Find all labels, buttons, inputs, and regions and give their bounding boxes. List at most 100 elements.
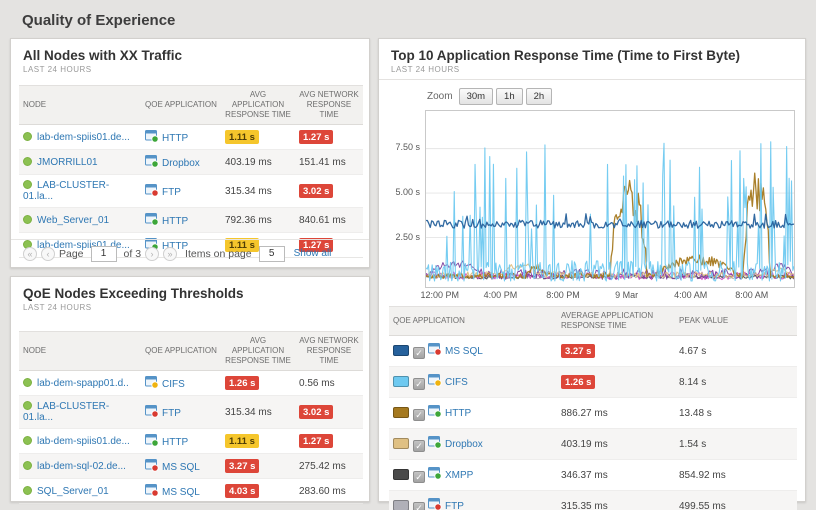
application-link[interactable]: FTP (162, 408, 181, 419)
application-window-icon (428, 405, 442, 418)
node-link[interactable]: lab-dem-sql-02.de... (37, 460, 126, 472)
application-link[interactable]: FTP (445, 501, 464, 510)
application-link[interactable]: Dropbox (445, 439, 483, 450)
avg-app-response-badge: 1.11 s (225, 238, 259, 252)
avg-app-response-value: 886.27 ms (561, 407, 608, 419)
application-link[interactable]: CIFS (445, 377, 468, 388)
application-link[interactable]: MS SQL (162, 462, 200, 473)
chart-zoom-controls: Zoom 30m 1h 2h (427, 88, 805, 105)
application-link[interactable]: Dropbox (162, 158, 200, 169)
series-color-swatch (393, 407, 409, 418)
panel-header: QoE Nodes Exceeding Thresholds LAST 24 H… (11, 277, 369, 317)
prev-page-button[interactable]: ‹ (41, 246, 55, 261)
status-badge-icon (434, 379, 442, 387)
series-visibility-checkbox[interactable]: ✓ (413, 471, 425, 483)
table-header-row: NODE QOE APPLICATION AVG APPLICATION RES… (19, 331, 363, 371)
zoom-30m-button[interactable]: 30m (458, 88, 494, 105)
table-row: ✓ Dropbox 403.19 ms 1.54 s (389, 428, 797, 460)
node-link[interactable]: Web_Server_01 (37, 214, 110, 226)
node-link[interactable]: LAB-CLUSTER-01.la... (23, 401, 110, 423)
series-visibility-checkbox[interactable]: ✓ (413, 409, 425, 421)
application-link[interactable]: MS SQL (445, 346, 483, 357)
status-badge-icon (151, 189, 159, 197)
peak-value: 1.54 s (679, 438, 707, 450)
node-link[interactable]: lab-dem-spiis01.de... (37, 435, 130, 447)
node-link[interactable]: LAB-CLUSTER-01.la... (23, 180, 110, 202)
application-window-icon (145, 434, 159, 447)
application-link[interactable]: CIFS (162, 379, 185, 390)
status-badge-icon (151, 410, 159, 418)
node-link[interactable]: lab-dem-spiis01.de... (37, 131, 130, 143)
series-color-swatch (393, 376, 409, 387)
col-node[interactable]: NODE (19, 331, 141, 371)
table-row: ✓ XMPP 346.37 ms 854.92 ms (389, 459, 797, 491)
avg-app-response-badge: 1.26 s (225, 376, 260, 390)
application-link[interactable]: HTTP (445, 408, 472, 419)
x-axis-labels: 12:00 PM 4:00 PM 8:00 PM 9 Mar 4:00 AM 8:00 A… (420, 288, 793, 302)
application-link[interactable]: HTTP (162, 133, 189, 144)
node-link[interactable]: SQL_Server_01 (37, 485, 109, 497)
col-qoe-application[interactable]: QOE APPLICATION (389, 306, 557, 336)
table-header-row: QOE APPLICATION AVERAGE APPLICATION RESP… (389, 306, 797, 336)
items-per-page-input[interactable] (258, 245, 285, 262)
status-badge-icon (151, 218, 159, 226)
panel-timespan: LAST 24 HOURS (391, 65, 460, 74)
panel-header: Top 10 Application Response Time (Time t… (379, 39, 805, 80)
application-link[interactable]: HTTP (162, 216, 189, 227)
node-status-up-icon (23, 131, 32, 141)
application-window-icon (145, 155, 159, 168)
node-link[interactable]: lab-dem-spapp01.d.. (37, 377, 129, 389)
application-window-icon (428, 467, 442, 480)
show-all-link[interactable]: Show all (293, 248, 332, 259)
series-color-swatch (393, 469, 409, 480)
series-visibility-checkbox[interactable]: ✓ (413, 502, 425, 510)
series-visibility-checkbox[interactable]: ✓ (413, 347, 425, 359)
application-link[interactable]: XMPP (445, 470, 474, 481)
col-avg-app-response[interactable]: AVG APPLICATION RESPONSE TIME (221, 331, 295, 371)
avg-net-response-value: 283.60 ms (299, 485, 346, 497)
table-row: lab-dem-spiis01.de... HTTP 1.11 s 1.27 s (19, 232, 363, 258)
status-badge-icon (434, 472, 442, 480)
application-link[interactable]: HTTP (162, 241, 189, 252)
node-link[interactable]: lab-dem-spiis01.de... (37, 239, 130, 251)
application-window-icon (428, 436, 442, 449)
col-avg-net-response[interactable]: AVG NETWORK RESPONSE TIME (295, 331, 363, 371)
series-visibility-checkbox[interactable]: ✓ (413, 378, 425, 390)
table-row: JMORRILL01 Dropbox 403.19 ms 151.41 ms (19, 149, 363, 175)
status-badge-icon (434, 410, 442, 418)
application-link[interactable]: HTTP (162, 437, 189, 448)
col-avg-net-response[interactable]: AVG NETWORK RESPONSE TIME (295, 85, 363, 125)
zoom-1h-button[interactable]: 1h (496, 88, 523, 105)
application-window-icon (145, 184, 159, 197)
chart-plot-area[interactable] (425, 110, 795, 288)
avg-app-response-value: 403.19 ms (561, 438, 608, 450)
x-axis-tick-label: 4:00 AM (674, 290, 708, 300)
avg-net-response-badge: 1.27 s (299, 434, 334, 448)
series-visibility-checkbox[interactable]: ✓ (413, 440, 425, 452)
col-qoe-application[interactable]: QOE APPLICATION (141, 85, 221, 125)
table-row: Web_Server_01 HTTP 792.36 ms 840.61 ms (19, 207, 363, 233)
table-row: LAB-CLUSTER-01.la... FTP 315.34 ms 3.02 … (19, 395, 363, 429)
last-page-button[interactable]: » (163, 246, 178, 261)
application-link[interactable]: MS SQL (162, 487, 200, 498)
col-qoe-application[interactable]: QOE APPLICATION (141, 331, 221, 371)
peak-value: 854.92 ms (679, 469, 726, 481)
zoom-2h-button[interactable]: 2h (525, 88, 553, 105)
status-badge-icon (151, 135, 159, 143)
panel-top10-response-time: Top 10 Application Response Time (Time t… (378, 38, 806, 510)
col-avg-app-response[interactable]: AVERAGE APPLICATION RESPONSE TIME (557, 306, 675, 336)
table-row: SQL_Server_01 MS SQL 4.03 s 283.60 ms (19, 478, 363, 504)
col-avg-app-response[interactable]: AVG APPLICATION RESPONSE TIME (221, 85, 295, 125)
node-link[interactable]: JMORRILL01 (37, 156, 98, 168)
page-count-label: of 3 (123, 247, 142, 260)
table-row: lab-dem-sql-02.de... MS SQL 3.27 s 275.4… (19, 453, 363, 479)
avg-app-response-badge: 1.11 s (225, 434, 259, 448)
status-badge-icon (434, 348, 442, 356)
first-page-button[interactable]: « (23, 246, 37, 261)
page-number-input[interactable] (90, 245, 117, 262)
col-node[interactable]: NODE (19, 85, 141, 125)
application-link[interactable]: FTP (162, 187, 181, 198)
series-color-swatch (393, 500, 409, 510)
next-page-button[interactable]: › (145, 246, 160, 261)
col-peak-value[interactable]: PEAK VALUE (675, 306, 797, 336)
